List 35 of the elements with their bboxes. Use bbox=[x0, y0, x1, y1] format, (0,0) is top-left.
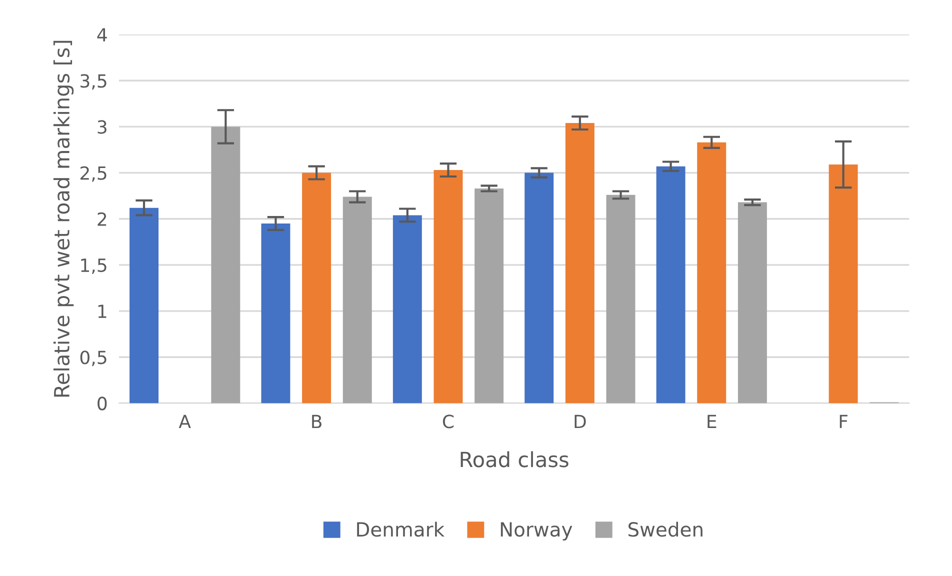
bar bbox=[261, 223, 290, 404]
y-tick-label: 1 bbox=[98, 304, 106, 318]
bar bbox=[302, 172, 332, 404]
y-tick-label: 3 bbox=[98, 120, 106, 134]
bar bbox=[342, 196, 372, 404]
bar bbox=[474, 188, 504, 404]
bar bbox=[130, 208, 159, 404]
x-axis-title: Road class bbox=[460, 451, 568, 468]
bar bbox=[828, 164, 858, 404]
x-tick-label: A bbox=[178, 414, 191, 428]
y-tick-label: 4 bbox=[97, 28, 107, 42]
x-tick-label: D bbox=[574, 414, 586, 428]
bar bbox=[656, 166, 686, 404]
y-tick-label: 0 bbox=[98, 396, 107, 410]
bar bbox=[211, 126, 240, 404]
bar bbox=[565, 123, 594, 404]
legend-label: Denmark bbox=[357, 522, 445, 537]
x-tick-label: B bbox=[312, 414, 322, 428]
y-tick-label: 1,5 bbox=[81, 258, 106, 274]
bar bbox=[606, 194, 636, 404]
y-tick-label: 0,5 bbox=[80, 350, 106, 366]
legend-label: Norway bbox=[500, 522, 572, 541]
x-tick-label: C bbox=[442, 414, 454, 428]
y-axis-title: Relative pvt wet road markings [s] bbox=[53, 40, 74, 397]
x-tick-label: E bbox=[708, 414, 716, 428]
x-tick-label: F bbox=[840, 414, 848, 428]
y-tick-label: 2 bbox=[98, 212, 106, 226]
legend-label: Sweden bbox=[628, 522, 702, 537]
y-tick-label: 2,5 bbox=[80, 166, 106, 182]
bar bbox=[524, 172, 554, 404]
bar bbox=[392, 215, 422, 404]
bar bbox=[738, 202, 767, 404]
bar bbox=[434, 170, 463, 404]
bar bbox=[697, 142, 726, 404]
y-tick-label: 3,5 bbox=[80, 74, 106, 90]
